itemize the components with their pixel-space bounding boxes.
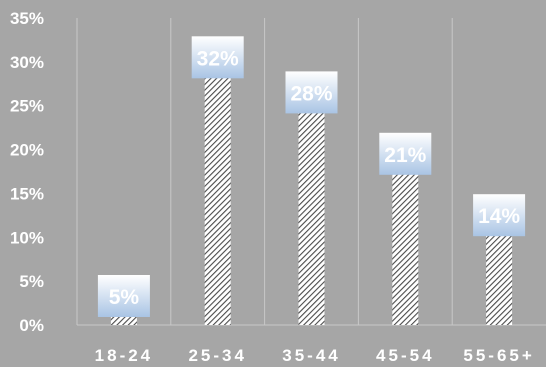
y-tick-label: 15% <box>10 184 44 203</box>
data-label: 14% <box>478 205 520 228</box>
x-tick-label: 25-34 <box>188 346 246 365</box>
y-tick-label: 20% <box>10 141 44 160</box>
data-label: 21% <box>384 144 426 167</box>
y-axis-ticks: 0% 5% 10% 15% 20% 25% 30% 35% <box>10 9 44 335</box>
data-label-box <box>379 132 432 175</box>
x-tick-label: 55-65+ <box>463 346 534 365</box>
x-tick-label: 18-24 <box>95 346 153 365</box>
y-tick-label: 30% <box>10 53 44 72</box>
y-tick-label: 10% <box>10 228 44 247</box>
data-label-box <box>473 194 526 237</box>
bar-18-24 <box>110 316 137 325</box>
data-label: 28% <box>290 82 332 105</box>
x-tick-label: 45-54 <box>376 346 434 365</box>
y-tick-label: 35% <box>10 9 44 28</box>
x-axis-ticks: 18-24 25-34 35-44 45-54 55-65+ <box>95 346 534 365</box>
data-labels: 5% 32% 28% 21% 14% <box>97 36 526 317</box>
bar-35-44 <box>298 79 325 326</box>
y-tick-label: 0% <box>19 316 44 335</box>
y-tick-label: 5% <box>19 272 44 291</box>
bar-25-34 <box>204 44 231 326</box>
data-label-box <box>285 71 338 114</box>
data-label: 32% <box>197 47 239 70</box>
data-label: 5% <box>109 286 140 309</box>
data-label-box <box>191 36 244 79</box>
x-tick-label: 35-44 <box>282 346 340 365</box>
y-tick-label: 25% <box>10 97 44 116</box>
data-label-box <box>97 275 150 317</box>
